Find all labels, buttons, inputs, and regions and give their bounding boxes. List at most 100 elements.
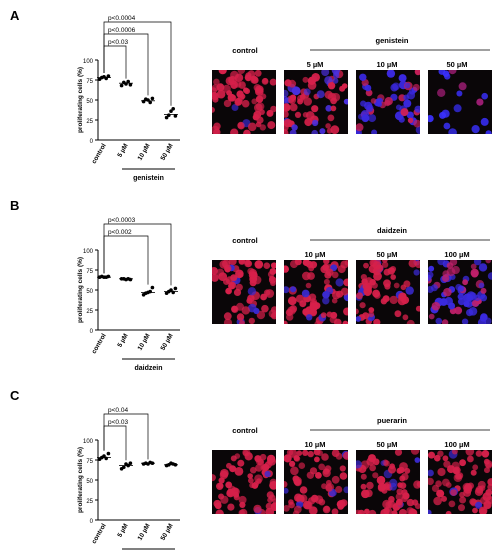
cell-nucleus: [403, 94, 410, 101]
cell-nucleus: [437, 88, 446, 97]
cell-nucleus: [318, 498, 326, 506]
cell-nucleus: [445, 482, 452, 488]
cell-nucleus: [238, 495, 247, 504]
p-value-label: p<0.03: [108, 39, 128, 46]
cell-nucleus: [343, 307, 348, 316]
cell-nucleus: [260, 93, 267, 100]
cell-nucleus: [311, 119, 319, 127]
cell-nucleus: [373, 271, 382, 281]
cell-nucleus: [403, 99, 412, 108]
x-tick-label: 50 µM: [160, 333, 175, 352]
cell-nucleus: [451, 450, 458, 455]
micrograph-image: [428, 70, 492, 134]
concentration-label: 50 µM: [377, 250, 398, 259]
cell-nucleus: [434, 454, 441, 462]
cell-nucleus: [303, 500, 312, 510]
cell-nucleus: [216, 89, 226, 99]
y-tick-label: 100: [83, 439, 94, 445]
concentration-label: 100 µM: [444, 250, 469, 259]
cell-nucleus: [396, 467, 403, 474]
cell-nucleus: [326, 311, 333, 318]
x-tick-label: 10 µM: [137, 523, 152, 542]
cell-nucleus: [385, 501, 393, 509]
cell-nucleus: [360, 483, 367, 490]
cell-nucleus: [402, 492, 410, 500]
cell-nucleus: [218, 70, 227, 75]
cell-nucleus: [284, 481, 288, 488]
cell-nucleus: [284, 505, 290, 512]
cell-nucleus: [485, 489, 492, 496]
cell-nucleus: [266, 491, 274, 499]
y-tick-label: 50: [86, 99, 93, 105]
data-point: [128, 277, 133, 282]
cell-nucleus: [384, 97, 393, 106]
x-tick-label: control: [91, 332, 108, 355]
cell-nucleus: [261, 304, 269, 313]
cell-nucleus: [366, 481, 374, 490]
cell-nucleus: [223, 312, 232, 321]
cell-nucleus: [284, 110, 289, 118]
cell-nucleus: [459, 496, 467, 504]
y-tick-label: 75: [86, 459, 93, 465]
cell-nucleus: [306, 314, 313, 321]
cell-nucleus: [293, 455, 301, 462]
cell-nucleus: [325, 105, 332, 112]
compound-label: daidzein: [134, 365, 162, 372]
cell-nucleus: [238, 509, 245, 514]
p-value-label: p<0.0004: [108, 15, 136, 22]
cell-nucleus: [220, 468, 229, 478]
data-point: [150, 285, 155, 290]
cell-nucleus: [307, 272, 315, 280]
cell-nucleus: [356, 316, 362, 322]
cell-nucleus: [441, 319, 449, 324]
cell-nucleus: [284, 454, 292, 463]
cell-nucleus: [325, 123, 331, 129]
data-point: [106, 274, 111, 279]
cell-nucleus: [288, 499, 294, 505]
cell-nucleus: [364, 84, 372, 92]
cell-nucleus: [270, 312, 276, 320]
cell-nucleus: [364, 288, 372, 297]
cell-nucleus: [390, 274, 396, 280]
cell-nucleus: [340, 260, 348, 269]
cell-nucleus: [487, 272, 492, 280]
cell-nucleus: [399, 509, 407, 514]
cell-nucleus: [247, 303, 257, 313]
concentration-label: 10 µM: [377, 60, 398, 69]
panel-label: C: [10, 388, 20, 403]
cell-nucleus: [416, 481, 420, 488]
cell-nucleus: [296, 450, 303, 456]
cell-nucleus: [241, 99, 250, 108]
cell-nucleus: [369, 260, 378, 267]
cell-nucleus: [254, 70, 262, 77]
cell-nucleus: [428, 469, 434, 477]
cell-nucleus: [480, 117, 489, 126]
cell-nucleus: [303, 88, 311, 96]
cell-nucleus: [218, 272, 228, 281]
significance-bracket: [103, 45, 127, 79]
cell-nucleus: [413, 119, 420, 128]
cell-nucleus: [448, 70, 457, 75]
cell-nucleus: [267, 121, 276, 130]
cell-nucleus: [334, 318, 342, 324]
cell-nucleus: [232, 487, 240, 496]
cell-nucleus: [436, 489, 444, 498]
cell-nucleus: [311, 105, 319, 113]
cell-nucleus: [243, 87, 249, 93]
cell-nucleus: [212, 84, 219, 92]
cell-nucleus: [261, 78, 269, 85]
cell-nucleus: [412, 83, 420, 91]
cell-nucleus: [247, 70, 256, 78]
cell-nucleus: [441, 109, 450, 118]
cell-nucleus: [413, 269, 420, 276]
cell-nucleus: [331, 475, 340, 484]
significance-bracket: [103, 223, 172, 286]
cell-nucleus: [478, 263, 488, 272]
micrograph-image: [212, 450, 276, 514]
cell-nucleus: [473, 260, 482, 266]
cell-nucleus: [480, 287, 487, 294]
cell-nucleus: [309, 300, 318, 309]
cell-nucleus: [458, 504, 465, 512]
cell-nucleus: [284, 286, 290, 294]
cell-nucleus: [428, 313, 435, 320]
